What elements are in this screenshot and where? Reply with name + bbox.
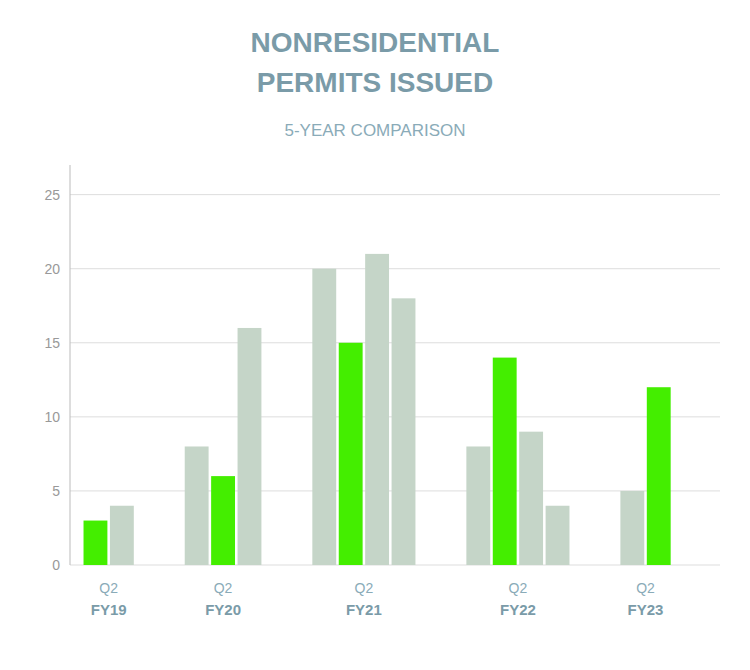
title: NONRESIDENTIAL — [251, 27, 500, 58]
x-category-label: FY22 — [500, 601, 536, 618]
x-quarter-label: Q2 — [636, 580, 655, 596]
bar — [185, 446, 209, 565]
bar — [546, 506, 570, 565]
x-category-label: FY21 — [346, 601, 382, 618]
x-quarter-label: Q2 — [509, 580, 528, 596]
grid-line — [70, 194, 720, 195]
bar — [339, 343, 363, 565]
y-tick-label: 0 — [52, 557, 60, 573]
bar — [493, 358, 517, 565]
y-tick-label: 15 — [44, 335, 60, 351]
chart: NONRESIDENTIAL PERMITS ISSUED 5-YEAR COMPA… — [0, 0, 750, 670]
bar — [647, 387, 671, 565]
bar — [238, 328, 262, 565]
bar — [365, 254, 389, 565]
bars — [84, 254, 671, 565]
bar — [466, 446, 490, 565]
subtitle: 5-YEAR COMPARISON — [284, 121, 465, 140]
bar — [392, 298, 416, 565]
bar — [84, 521, 108, 565]
x-quarter-label: Q2 — [214, 580, 233, 596]
y-tick-label: 25 — [44, 187, 60, 203]
x-quarter-label: Q2 — [355, 580, 374, 596]
y-axis-line — [70, 165, 71, 565]
bar — [620, 491, 644, 565]
bar — [312, 269, 336, 565]
grid — [70, 195, 720, 565]
chart-container: NONRESIDENTIAL PERMITS ISSUED 5-YEAR COMPA… — [0, 0, 750, 670]
title: PERMITS ISSUED — [257, 67, 493, 98]
grid-line — [70, 268, 720, 269]
x-category-label: FY20 — [205, 601, 241, 618]
bar — [519, 432, 543, 565]
x-category-label: FY23 — [628, 601, 664, 618]
bar — [110, 506, 134, 565]
y-tick-label: 5 — [52, 483, 60, 499]
y-tick-label: 10 — [44, 409, 60, 425]
y-tick-label: 20 — [44, 261, 60, 277]
x-quarter-label: Q2 — [99, 580, 118, 596]
bar — [211, 476, 235, 565]
x-category-label: FY19 — [91, 601, 127, 618]
